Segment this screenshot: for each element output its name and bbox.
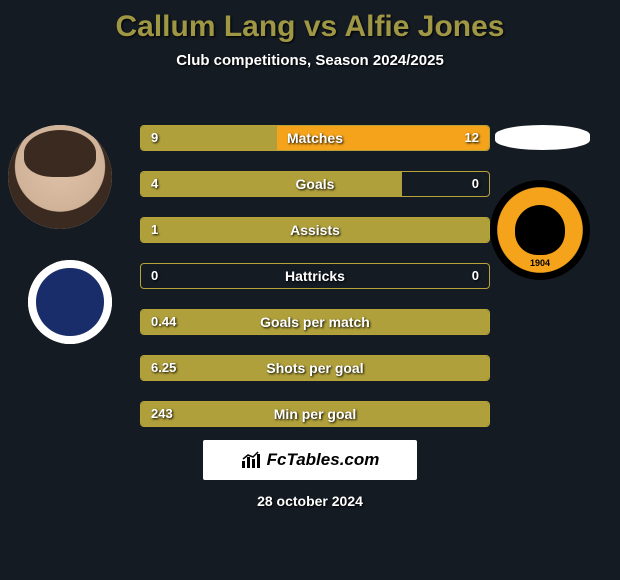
stat-label: Shots per goal [141, 356, 489, 380]
stat-row: 40Goals [140, 171, 490, 197]
player1-name: Callum Lang [115, 10, 295, 43]
stats-bars: 912Matches 40Goals 1Assists 00Hattricks 0.44… [140, 125, 490, 447]
page-title: Callum Lang vs Alfie Jones [0, 0, 620, 44]
footer-date: 28 october 2024 [0, 493, 620, 509]
club2-badge: 1904 [490, 180, 590, 280]
stat-row: 00Hattricks [140, 263, 490, 289]
portsmouth-crest-icon [28, 260, 112, 344]
stat-row: 6.25Shots per goal [140, 355, 490, 381]
stat-row: 0.44Goals per match [140, 309, 490, 335]
chart-icon [241, 451, 261, 469]
stat-label: Goals [141, 172, 489, 196]
stat-row: 912Matches [140, 125, 490, 151]
stat-row: 243Min per goal [140, 401, 490, 427]
player1-face-icon [8, 125, 112, 229]
stat-row: 1Assists [140, 217, 490, 243]
hull-year: 1904 [490, 258, 590, 268]
player2-name: Alfie Jones [344, 10, 504, 43]
title-vs: vs [304, 10, 345, 43]
brand-badge: FcTables.com [203, 440, 417, 480]
stat-label: Assists [141, 218, 489, 242]
stat-label: Hattricks [141, 264, 489, 288]
stat-label: Matches [141, 126, 489, 150]
subtitle: Club competitions, Season 2024/2025 [0, 52, 620, 69]
stat-label: Goals per match [141, 310, 489, 334]
hull-crest-icon: 1904 [490, 180, 590, 280]
stat-label: Min per goal [141, 402, 489, 426]
star-icon [56, 288, 84, 316]
player1-avatar [8, 125, 112, 229]
brand-text: FcTables.com [267, 450, 380, 470]
player2-avatar [495, 125, 590, 150]
club1-badge [28, 260, 112, 344]
